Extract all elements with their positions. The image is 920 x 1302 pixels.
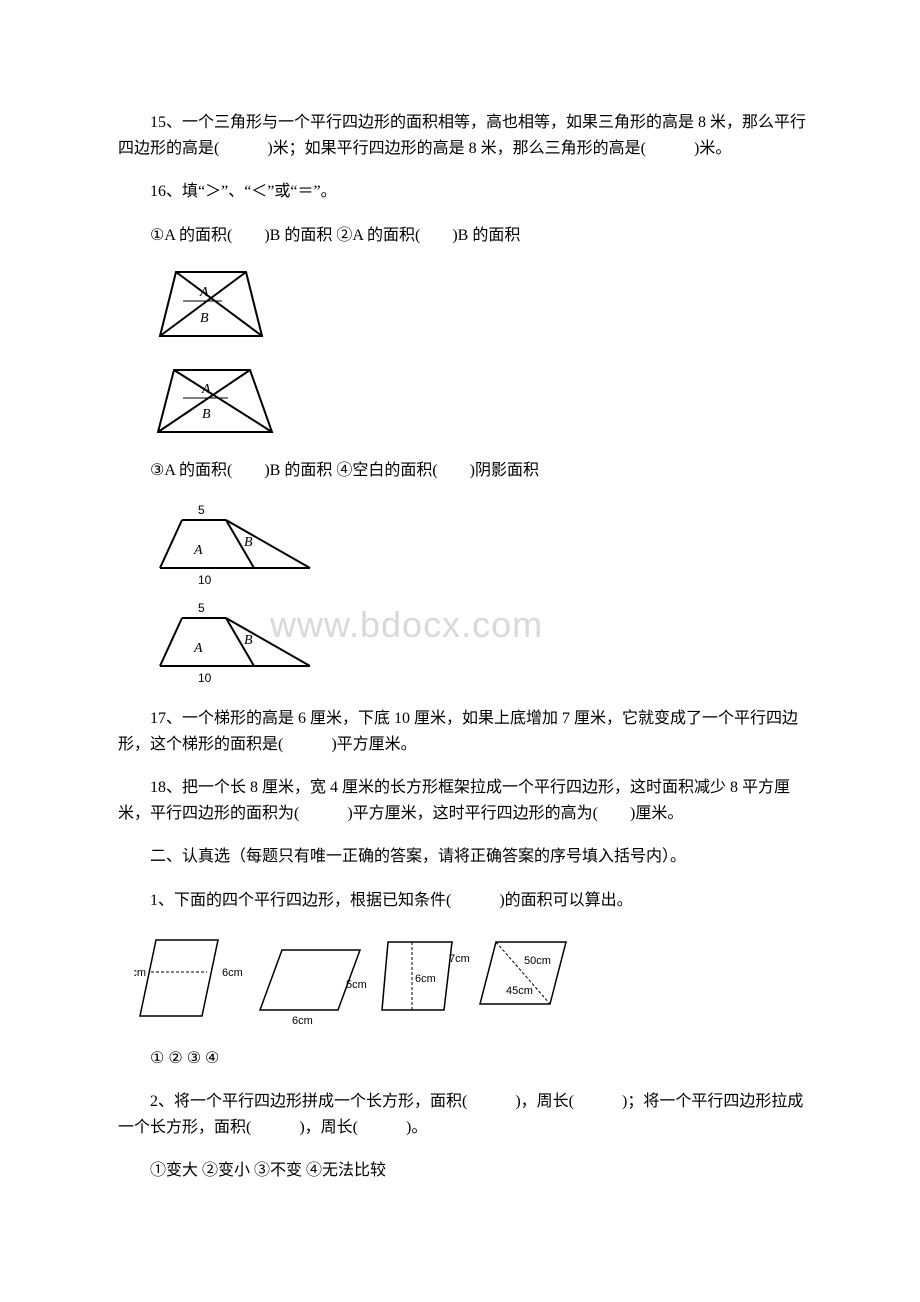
s2q1-options: ① ② ③ ④ [118, 1046, 810, 1072]
label-A: A [193, 543, 203, 558]
bottom-label: 10 [198, 671, 212, 685]
figure-16-2: A B [150, 362, 810, 440]
parallelogram-4: 50cm 45cm [480, 942, 566, 1004]
label-B: B [244, 633, 253, 648]
s2q1-figures: 5cm 6cm 5cm 6cm 7cm 6cm 50cm 45cm [134, 932, 810, 1028]
label-A: A [199, 285, 209, 300]
s2q2-options: ①变大 ②变小 ③不变 ④无法比较 [118, 1158, 810, 1184]
question-15: 15、一个三角形与一个平行四边形的面积相等，高也相等，如果三角形的高是 8 米，… [118, 110, 810, 161]
label-B: B [202, 407, 211, 422]
s2-question-1: 1、下面的四个平行四边形，根据已知条件( )的面积可以算出。 [118, 888, 810, 914]
figure-16-4: www.bdocx.com 5 A B 10 [150, 600, 810, 688]
question-16-line2: ③A 的面积( )B 的面积 ④空白的面积( )阴影面积 [118, 458, 810, 484]
svg-text:6cm: 6cm [222, 967, 243, 979]
parallelogram-2: 5cm 6cm [260, 950, 367, 1027]
question-16-line1: ①A 的面积( )B 的面积 ②A 的面积( )B 的面积 [118, 223, 810, 249]
bottom-label: 10 [198, 573, 212, 587]
label-B: B [200, 311, 209, 326]
figure-16-3: 5 A B 10 [150, 502, 810, 590]
section-2-heading: 二、认真选（每题只有唯一正确的答案，请将正确答案的序号填入括号内）。 [118, 844, 810, 870]
parallelogram-1: 5cm 6cm [134, 940, 243, 1016]
parallelogram-3: 7cm 6cm [382, 942, 470, 1010]
s2-question-2: 2、将一个平行四边形拼成一个长方形，面积( )，周长( )；将一个平行四边形拉成… [118, 1089, 810, 1140]
svg-text:5cm: 5cm [134, 967, 146, 979]
figure-16-1: A B [150, 266, 810, 344]
question-16-intro: 16、填“＞”、“＜”或“＝”。 [118, 179, 810, 205]
svg-text:6cm: 6cm [415, 973, 436, 985]
svg-text:7cm: 7cm [449, 953, 470, 965]
question-17: 17、一个梯形的高是 6 厘米，下底 10 厘米，如果上底增加 7 厘米，它就变… [118, 706, 810, 757]
svg-text:5cm: 5cm [346, 979, 367, 991]
question-18: 18、把一个长 8 厘米，宽 4 厘米的长方形框架拉成一个平行四边形，这时面积减… [118, 775, 810, 826]
svg-text:50cm: 50cm [524, 955, 551, 967]
top-label: 5 [198, 503, 205, 517]
top-label: 5 [198, 601, 205, 615]
label-A: A [201, 382, 211, 397]
label-B: B [244, 535, 253, 550]
label-A: A [193, 641, 203, 656]
svg-text:45cm: 45cm [506, 985, 533, 997]
svg-text:6cm: 6cm [292, 1015, 313, 1027]
